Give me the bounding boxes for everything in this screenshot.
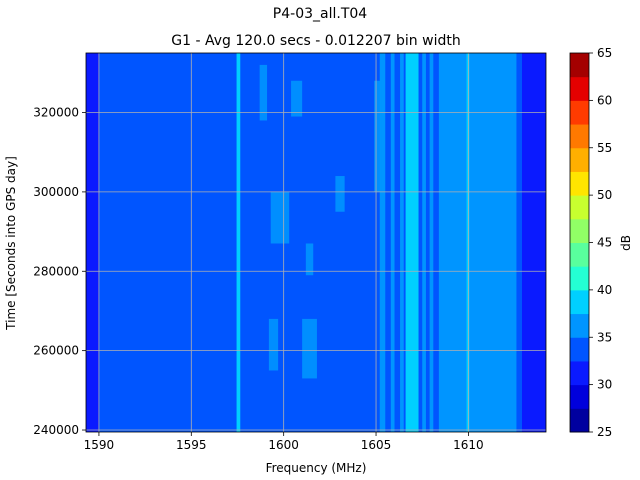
heatmap-band-8 (438, 53, 517, 432)
heatmap-band-4 (400, 53, 404, 432)
colorbar-segment (570, 147, 589, 172)
heatmap-band-1 (236, 53, 241, 432)
colorbar-segment (570, 100, 589, 125)
colorbar-tick-label: 35 (597, 330, 612, 344)
heatmap-band-10 (521, 53, 546, 432)
colorbar-segments (570, 53, 589, 433)
colorbar-segment (570, 53, 589, 78)
colorbar-tick-label: 25 (597, 425, 612, 439)
y-tick-label: 240000 (33, 423, 79, 437)
colorbar-tick-label: 55 (597, 141, 612, 155)
colorbar-segment (570, 337, 589, 362)
x-tick-label: 1595 (176, 438, 207, 452)
colorbar-label: dB (619, 235, 633, 251)
colorbar-tick-label: 40 (597, 283, 612, 297)
x-tick-label: 1590 (84, 438, 115, 452)
colorbar-segment (570, 384, 589, 409)
heatmap-band-5 (405, 53, 419, 432)
grid-lines (86, 53, 546, 432)
colorbar-segment (570, 218, 589, 243)
colorbar-segment (570, 242, 589, 267)
colorbar-tick-label: 65 (597, 46, 612, 60)
y-tick-label: 300000 (33, 185, 79, 199)
x-tick-label: 1610 (453, 438, 484, 452)
y-tick-label: 280000 (33, 264, 79, 278)
x-axis-label: Frequency (MHz) (266, 461, 367, 475)
colorbar: 25 30 35 40 45 50 55 60 65 dB (569, 46, 633, 439)
x-tick-label: 1605 (361, 438, 392, 452)
colorbar-segment (570, 313, 589, 338)
y-axis-ticks: 240000 260000 280000 300000 320000 (33, 106, 86, 437)
colorbar-segment (570, 171, 589, 196)
heatmap-patch-6 (305, 243, 314, 276)
heatmap-patch-3 (302, 318, 317, 379)
heatmap-band-0 (86, 53, 99, 432)
colorbar-tick-label: 45 (597, 236, 612, 250)
colorbar-segment (570, 76, 589, 101)
plot-frame (85, 52, 547, 433)
x-tick-label: 1600 (268, 438, 299, 452)
heatmap-patch-5 (259, 64, 268, 121)
heatmap-cells (86, 53, 546, 432)
colorbar-tick-label: 60 (597, 93, 612, 107)
heatmap-patch-7 (374, 80, 382, 192)
plot-area: 1590 1595 1600 1605 1610 240000 260000 280000 3… (33, 52, 547, 452)
chart-subtitle: G1 - Avg 120.0 secs - 0.012207 bin width (171, 33, 460, 49)
heatmap-patch-1 (268, 318, 279, 371)
heatmap-patch-0 (270, 191, 290, 244)
heatmap-patch-4 (335, 176, 345, 212)
heatmap-patch-2 (291, 80, 303, 117)
y-axis-label: Time [Seconds into GPS day] (4, 156, 18, 331)
colorbar-segment (570, 124, 589, 149)
colorbar-segment (570, 266, 589, 291)
colorbar-segment (570, 360, 589, 386)
colorbar-tick-label: 30 (597, 378, 612, 392)
heatmap-band-3 (390, 53, 395, 432)
colorbar-segment (570, 408, 589, 433)
colorbar-segment (570, 289, 589, 315)
heatmap-band-9 (466, 53, 470, 432)
heatmap-band-2 (379, 53, 386, 432)
y-tick-label: 320000 (33, 106, 79, 120)
colorbar-tick-label: 50 (597, 188, 612, 202)
colorbar-segment (570, 195, 589, 220)
x-axis-ticks: 1590 1595 1600 1605 1610 (84, 432, 484, 452)
chart-title: P4-03_all.T04 (273, 6, 367, 22)
colorbar-ticks: 25 30 35 40 45 50 55 60 65 (589, 46, 612, 439)
heatmap-band-6 (422, 53, 426, 432)
heatmap-band-7 (429, 53, 434, 432)
y-tick-label: 260000 (33, 344, 79, 358)
